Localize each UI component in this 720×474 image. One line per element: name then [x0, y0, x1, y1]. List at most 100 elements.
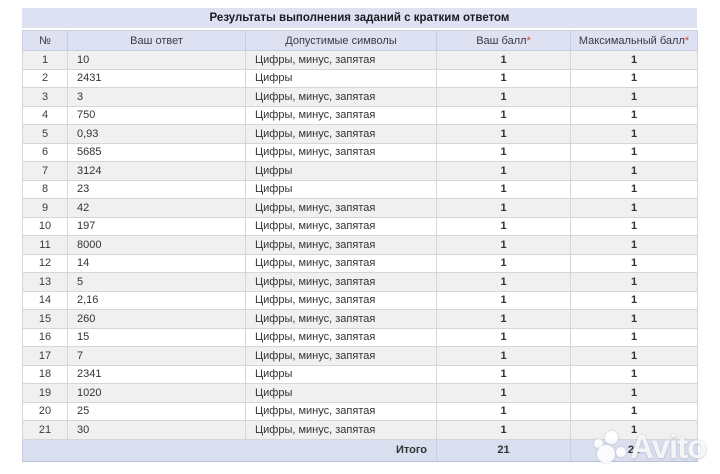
symbols-cell: Цифры — [245, 383, 437, 403]
symbols-cell: Цифры, минус, запятая — [245, 235, 437, 255]
answer-cell: 30 — [67, 420, 246, 440]
column-header-your-score-label: Ваш балл — [476, 34, 527, 47]
table-row: 1 10 Цифры, минус, запятая 1 1 — [22, 50, 698, 70]
answer-cell: 7 — [67, 346, 246, 366]
your-score-cell: 1 — [436, 105, 571, 125]
symbols-cell: Цифры, минус, запятая — [245, 309, 437, 329]
max-score-cell: 1 — [570, 235, 698, 255]
table-row: 17 7 Цифры, минус, запятая 1 1 — [22, 346, 698, 366]
table-row: 10 197 Цифры, минус, запятая 1 1 — [22, 216, 698, 236]
your-score-cell: 1 — [436, 327, 571, 347]
answer-cell: 750 — [67, 105, 246, 125]
total-label: Итого — [22, 438, 437, 462]
max-score-cell: 1 — [570, 290, 698, 310]
column-header-answer: Ваш ответ — [67, 30, 246, 51]
symbols-cell: Цифры, минус, запятая — [245, 253, 437, 273]
max-score-cell: 1 — [570, 346, 698, 366]
row-number-cell: 5 — [22, 124, 68, 144]
max-score-cell: 1 — [570, 68, 698, 88]
your-score-cell: 1 — [436, 216, 571, 236]
table-row: 11 8000 Цифры, минус, запятая 1 1 — [22, 235, 698, 255]
your-score-cell: 1 — [436, 309, 571, 329]
row-number-cell: 3 — [22, 87, 68, 107]
answer-cell: 23 — [67, 179, 246, 199]
your-score-cell: 1 — [436, 235, 571, 255]
row-number-cell: 8 — [22, 179, 68, 199]
table-row: 8 23 Цифры 1 1 — [22, 179, 698, 199]
answer-cell: 15 — [67, 327, 246, 347]
max-score-cell: 1 — [570, 50, 698, 70]
row-number-cell: 20 — [22, 401, 68, 421]
answer-cell: 25 — [67, 401, 246, 421]
answer-cell: 2341 — [67, 364, 246, 384]
table-row: 5 0,93 Цифры, минус, запятая 1 1 — [22, 124, 698, 144]
total-max-score: 21 — [570, 438, 698, 462]
max-score-cell: 1 — [570, 272, 698, 292]
table-row: 12 14 Цифры, минус, запятая 1 1 — [22, 253, 698, 273]
answer-cell: 5 — [67, 272, 246, 292]
answer-cell: 197 — [67, 216, 246, 236]
max-score-cell: 1 — [570, 142, 698, 162]
your-score-cell: 1 — [436, 142, 571, 162]
row-number-cell: 1 — [22, 50, 68, 70]
row-number-cell: 4 — [22, 105, 68, 125]
your-score-cell: 1 — [436, 383, 571, 403]
table-row: 13 5 Цифры, минус, запятая 1 1 — [22, 272, 698, 292]
your-score-cell: 1 — [436, 346, 571, 366]
table-row: 16 15 Цифры, минус, запятая 1 1 — [22, 327, 698, 347]
answer-cell: 14 — [67, 253, 246, 273]
max-score-cell: 1 — [570, 124, 698, 144]
symbols-cell: Цифры, минус, запятая — [245, 401, 437, 421]
row-number-cell: 9 — [22, 198, 68, 218]
your-score-cell: 1 — [436, 87, 571, 107]
results-panel: Результаты выполнения заданий с кратким … — [22, 8, 698, 462]
table-row: 3 3 Цифры, минус, запятая 1 1 — [22, 87, 698, 107]
answer-cell: 5685 — [67, 142, 246, 162]
max-score-cell: 1 — [570, 420, 698, 440]
max-score-cell: 1 — [570, 216, 698, 236]
answer-cell: 42 — [67, 198, 246, 218]
your-score-cell: 1 — [436, 364, 571, 384]
max-score-cell: 1 — [570, 161, 698, 181]
column-header-symbols: Допустимые символы — [245, 30, 437, 51]
max-score-cell: 1 — [570, 327, 698, 347]
your-score-cell: 1 — [436, 179, 571, 199]
column-header-max-score: Максимальный балл* — [570, 30, 698, 51]
symbols-cell: Цифры — [245, 161, 437, 181]
symbols-cell: Цифры — [245, 179, 437, 199]
required-asterisk: * — [526, 34, 531, 47]
table-row: 18 2341 Цифры 1 1 — [22, 364, 698, 384]
table-header: № Ваш ответ Допустимые символы Ваш балл*… — [22, 30, 698, 51]
max-score-cell: 1 — [570, 87, 698, 107]
table-row: 2 2431 Цифры 1 1 — [22, 68, 698, 88]
answer-cell: 3124 — [67, 161, 246, 181]
total-your-score: 21 — [436, 438, 571, 462]
symbols-cell: Цифры, минус, запятая — [245, 142, 437, 162]
total-row: Итого 21 21 — [22, 438, 698, 462]
table-row: 21 30 Цифры, минус, запятая 1 1 — [22, 420, 698, 440]
symbols-cell: Цифры, минус, запятая — [245, 327, 437, 347]
row-number-cell: 16 — [22, 327, 68, 347]
max-score-cell: 1 — [570, 401, 698, 421]
your-score-cell: 1 — [436, 124, 571, 144]
symbols-cell: Цифры, минус, запятая — [245, 272, 437, 292]
column-header-max-score-label: Максимальный балл — [578, 34, 685, 47]
row-number-cell: 17 — [22, 346, 68, 366]
answer-cell: 3 — [67, 87, 246, 107]
results-table: № Ваш ответ Допустимые символы Ваш балл*… — [22, 30, 698, 462]
row-number-cell: 18 — [22, 364, 68, 384]
answer-cell: 2,16 — [67, 290, 246, 310]
table-row: 4 750 Цифры, минус, запятая 1 1 — [22, 105, 698, 125]
symbols-cell: Цифры, минус, запятая — [245, 87, 437, 107]
table-footer: Итого 21 21 — [22, 438, 698, 462]
symbols-cell: Цифры, минус, запятая — [245, 50, 437, 70]
table-row: 7 3124 Цифры 1 1 — [22, 161, 698, 181]
table-row: 14 2,16 Цифры, минус, запятая 1 1 — [22, 290, 698, 310]
row-number-cell: 6 — [22, 142, 68, 162]
answer-cell: 260 — [67, 309, 246, 329]
your-score-cell: 1 — [436, 420, 571, 440]
symbols-cell: Цифры, минус, запятая — [245, 346, 437, 366]
required-asterisk: * — [684, 34, 690, 47]
answer-cell: 10 — [67, 50, 246, 70]
symbols-cell: Цифры, минус, запятая — [245, 124, 437, 144]
